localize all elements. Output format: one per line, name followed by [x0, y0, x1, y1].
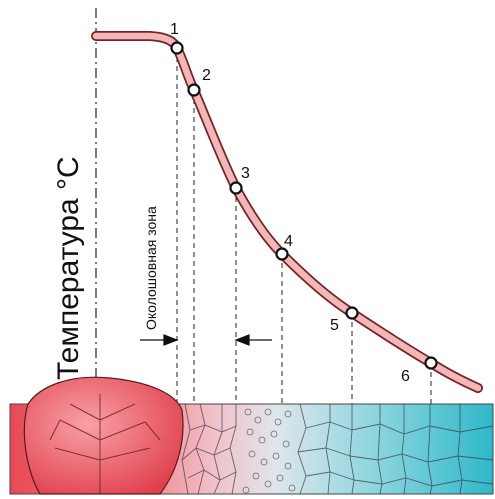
y-axis-label: Температура °С	[52, 156, 85, 380]
curve-point-5	[345, 306, 359, 320]
curve-point-6	[424, 356, 438, 370]
point-label-6: 6	[401, 368, 410, 385]
curve-point-4	[275, 247, 289, 261]
point-label-1: 1	[170, 21, 179, 38]
point-label-5: 5	[330, 317, 339, 334]
grain-structure	[181, 403, 494, 495]
zone-label: Околошовная зона	[143, 206, 159, 330]
curve-point-2	[187, 83, 201, 97]
curve-point-3	[229, 181, 243, 195]
temperature-curve	[92, 32, 482, 392]
curve-point-1	[170, 41, 184, 55]
weld-bead	[23, 376, 184, 495]
zone-arrows	[140, 334, 272, 346]
weld-dendrites	[49, 394, 161, 494]
drop-lines	[176, 48, 432, 404]
metal-cross-section	[9, 376, 494, 495]
point-label-3: 3	[241, 165, 250, 182]
fine-grain-zone	[242, 408, 296, 494]
point-label-4: 4	[284, 233, 293, 250]
curve-points	[170, 41, 438, 370]
point-label-2: 2	[202, 67, 211, 84]
